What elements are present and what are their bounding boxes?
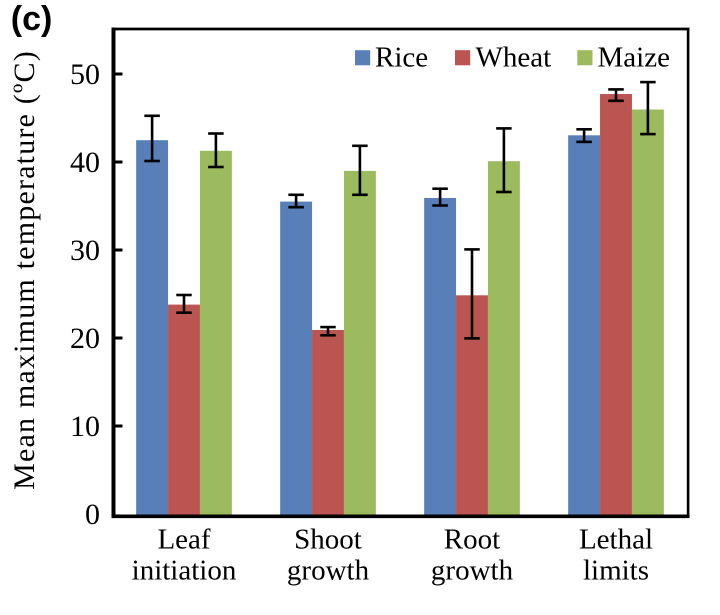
svg-text:Maize: Maize [598, 41, 670, 73]
svg-text:(c): (c) [11, 0, 53, 38]
svg-text:20: 20 [70, 322, 100, 355]
svg-text:growth: growth [431, 555, 514, 587]
svg-text:Shoot: Shoot [294, 523, 362, 555]
svg-text:Mean maximum temperature (ºC): Mean maximum temperature (ºC) [8, 50, 41, 490]
svg-text:30: 30 [70, 234, 100, 267]
svg-text:0: 0 [85, 498, 100, 531]
svg-text:growth: growth [287, 555, 370, 587]
svg-text:Leaf: Leaf [157, 523, 210, 555]
svg-text:10: 10 [70, 410, 100, 443]
svg-text:limits: limits [583, 555, 649, 587]
svg-text:Rice: Rice [375, 41, 428, 73]
svg-text:Lethal: Lethal [579, 523, 653, 555]
svg-text:50: 50 [70, 58, 100, 91]
svg-text:Root: Root [444, 523, 500, 555]
svg-text:40: 40 [70, 146, 100, 179]
svg-text:initiation: initiation [132, 555, 237, 587]
svg-text:Wheat: Wheat [476, 41, 552, 73]
